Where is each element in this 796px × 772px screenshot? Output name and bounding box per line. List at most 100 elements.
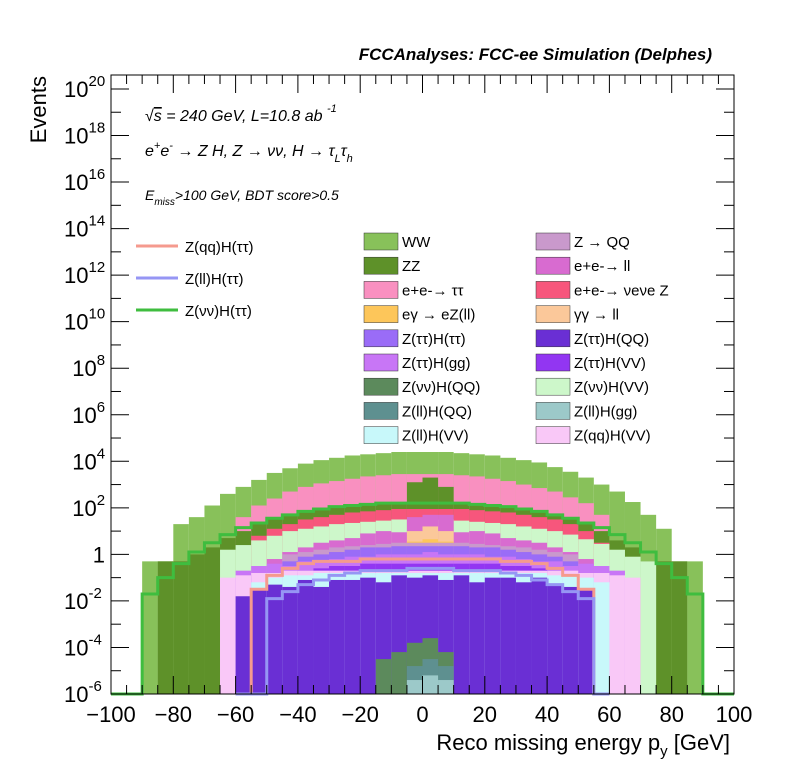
bar-z-qq-h-vv xyxy=(609,575,625,694)
bar-z-h-qq xyxy=(266,584,283,694)
bar-z-ll-h-gg xyxy=(438,680,454,694)
y-tick-label: 1010 xyxy=(64,306,105,335)
x-tick-label: −100 xyxy=(86,702,136,727)
annotation-cuts: Emiss>100 GeV, BDT score>0.5 xyxy=(145,187,339,208)
bar-z-h-qq xyxy=(375,659,392,694)
legend: Z(qq)H(ττ) Z(ll)H(ττ) Z(νν)H(ττ) WW ZZ e+e-→ … xyxy=(136,230,669,452)
annotation-energy: √s = 240 GeV, L=10.8 ab -1 xyxy=(145,103,337,125)
y-axis-label: Events xyxy=(26,76,51,143)
layer-z-ll-h-gg xyxy=(406,675,454,694)
bar-z-h-vv xyxy=(640,561,657,694)
legend-label: Z(νν)H(ττ) xyxy=(185,303,252,320)
signal-lines xyxy=(111,501,734,696)
legend-label: Z(ττ)H(gg) xyxy=(402,355,471,372)
line-z-ll-h xyxy=(235,566,610,696)
bar-z-h-qq xyxy=(500,577,516,694)
x-tick-label: −80 xyxy=(155,702,192,727)
y-tick-label: 10-4 xyxy=(64,631,102,660)
bar-zz xyxy=(188,554,205,694)
legend-label: Z(ττ)H(VV) xyxy=(574,355,646,372)
legend-label: Z(ll)H(gg) xyxy=(574,403,637,420)
legend-label: Z(ττ)H(ττ) xyxy=(402,331,466,348)
bar-ww xyxy=(142,561,158,694)
bar-z-h-qq xyxy=(235,596,252,694)
legend-label: Z(ll)H(VV) xyxy=(402,428,469,445)
legend-swatch xyxy=(535,426,571,444)
bar-zz xyxy=(173,561,189,694)
bar-z-h-qq xyxy=(360,577,376,694)
bar-zz xyxy=(656,561,672,694)
legend-label: Z(ll)H(ττ) xyxy=(185,271,244,288)
legend-swatch xyxy=(535,329,571,348)
bar-z-h-qq xyxy=(297,579,314,694)
bar-z-h-qq xyxy=(251,589,267,694)
bar-z-qq-h-vv xyxy=(624,577,641,694)
y-tick-label: 1014 xyxy=(64,213,105,242)
bar-z-h-qq xyxy=(453,575,470,694)
y-tick-label: 1020 xyxy=(64,73,105,102)
x-tick-label: 40 xyxy=(535,702,559,727)
y-tick-label: 10-6 xyxy=(64,678,102,707)
y-tick-label: 102 xyxy=(72,492,105,521)
y-tick-label: 1018 xyxy=(64,120,105,149)
y-tick-label: 1 xyxy=(93,542,105,567)
bar-z-h-qq xyxy=(344,579,361,694)
y-tick-label: 108 xyxy=(72,352,105,381)
legend-swatch xyxy=(535,281,571,299)
x-tick-label: 0 xyxy=(416,702,428,727)
line-z-h xyxy=(111,501,734,696)
bar-zz xyxy=(204,547,221,694)
bar-z-h-qq xyxy=(313,586,330,694)
bar-z-h-qq xyxy=(515,582,532,694)
x-tick-label: 60 xyxy=(597,702,621,727)
legend-label: e+e-→ ττ xyxy=(402,282,464,299)
x-tick-label: 20 xyxy=(473,702,497,727)
bar-ww xyxy=(687,561,703,694)
bar-z-h-qq xyxy=(391,652,407,694)
y-tick-label: 1016 xyxy=(64,166,105,195)
bar-z-h-qq xyxy=(578,589,594,694)
legend-swatch xyxy=(535,402,571,420)
legend-swatch xyxy=(363,377,399,396)
x-tick-label: −40 xyxy=(279,702,316,727)
legend-label: e+e-→ ll xyxy=(574,258,630,275)
bar-z-h-qq xyxy=(469,582,485,694)
legend-swatch xyxy=(535,256,571,275)
legend-label: Z → QQ xyxy=(574,234,630,251)
legend-label: Z(ll)H(QQ) xyxy=(402,403,472,420)
legend-swatch xyxy=(363,353,399,372)
annotations: √s = 240 GeV, L=10.8 ab -1 e+e- → Z H, Z… xyxy=(145,103,353,208)
line-z-qq-h xyxy=(235,557,610,696)
y-tick-label: 104 xyxy=(72,445,105,474)
x-tick-label: 100 xyxy=(716,702,753,727)
legend-swatch xyxy=(535,305,571,323)
legend-label: Z(qq)H(ττ) xyxy=(185,239,254,256)
legend-swatch xyxy=(535,377,571,396)
legend-swatch xyxy=(363,426,399,444)
legend-label: eγ → eZ(ll) xyxy=(402,307,475,324)
x-tick-label: −60 xyxy=(217,702,254,727)
legend-label: Z(ττ)H(QQ) xyxy=(574,331,649,348)
bar-z-h-qq xyxy=(562,586,579,694)
x-tick-label: 80 xyxy=(659,702,683,727)
y-tick-label: 1012 xyxy=(64,259,105,288)
chart-title: FCCAnalyses: FCC-ee Simulation (Delphes) xyxy=(359,45,713,64)
bar-z-h-qq xyxy=(484,577,501,694)
y-tick-label: 106 xyxy=(72,399,105,428)
legend-swatch xyxy=(535,232,571,251)
legend-label: Z(qq)H(VV) xyxy=(574,428,651,445)
legend-swatch xyxy=(535,353,571,372)
legend-swatch xyxy=(363,232,399,251)
legend-label: e+e-→ νeνe Z xyxy=(574,282,669,299)
bar-z-h-qq xyxy=(282,586,298,694)
bar-z-ll-h-vv xyxy=(593,582,610,694)
legend-label: Z(νν)H(VV) xyxy=(574,379,649,396)
legend-label: ZZ xyxy=(402,258,420,275)
legend-swatch xyxy=(363,256,399,275)
bar-z-qq-h-vv xyxy=(220,577,236,694)
legend-label: WW xyxy=(402,234,431,251)
bar-z-h-qq xyxy=(531,577,548,694)
bar-zz xyxy=(671,561,688,694)
legend-swatch xyxy=(363,305,399,323)
